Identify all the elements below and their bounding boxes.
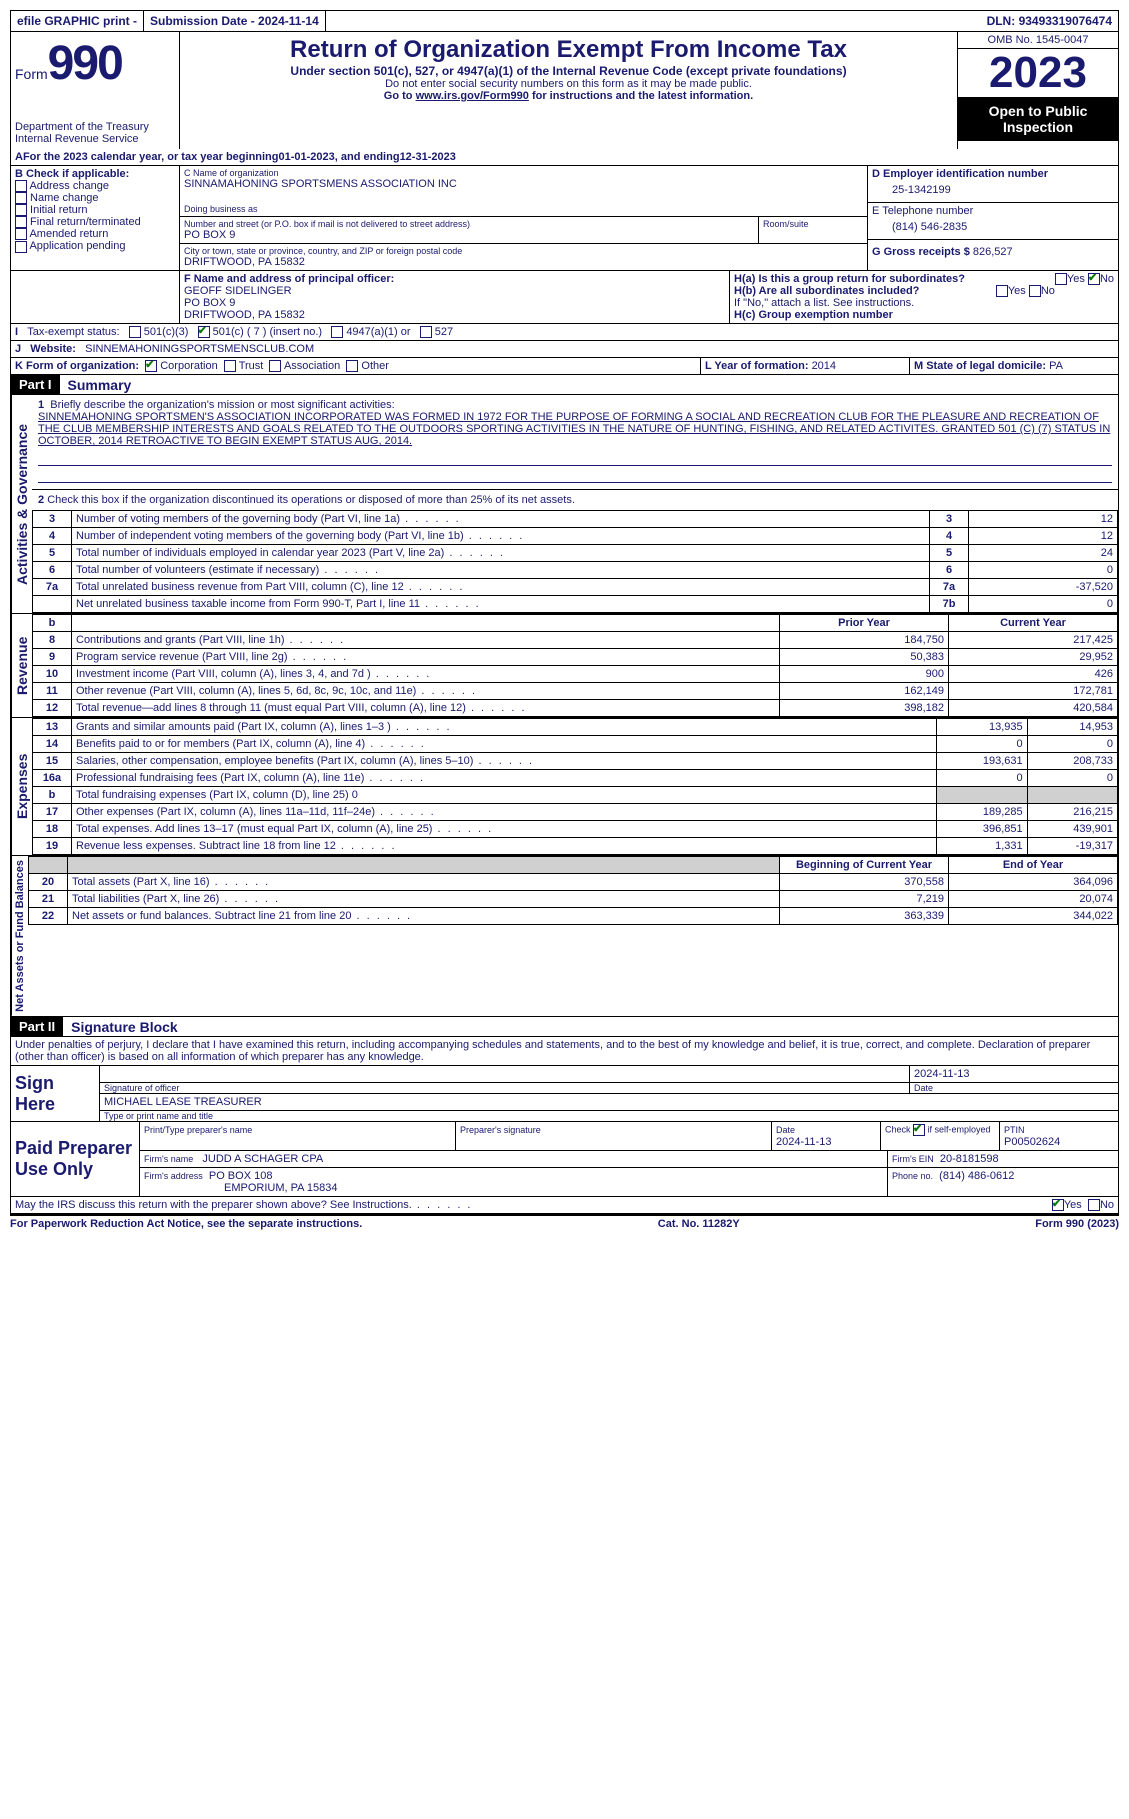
form-subtitle: Under section 501(c), 527, or 4947(a)(1)… [184,64,953,78]
telephone: (814) 546-2835 [872,217,1114,237]
b-checkbox[interactable] [15,180,27,192]
year-formation: 2014 [812,360,836,372]
k-corp-checkbox[interactable] [145,360,157,372]
hb-no-checkbox[interactable] [1029,285,1041,297]
expenses-table: 13Grants and similar amounts paid (Part … [32,718,1118,855]
section-fh: F Name and address of principal officer:… [10,271,1119,324]
firm-ein: 20-8181598 [940,1153,999,1165]
discuss-no-checkbox[interactable] [1088,1199,1100,1211]
ptin: P00502624 [1004,1136,1060,1148]
discuss-yes-checkbox[interactable] [1052,1199,1064,1211]
vlabel-expenses: Expenses [11,718,32,855]
header-left: Form990 Department of the Treasury Inter… [11,32,180,149]
box-c: C Name of organization SINNAMAHONING SPO… [180,166,868,270]
vlabel-activities: Activities & Governance [11,395,32,613]
org-address: PO BOX 9 [184,229,754,241]
instructions-link[interactable]: www.irs.gov/Form990 [416,90,529,102]
box-f: F Name and address of principal officer:… [180,271,730,323]
officer-name-title: MICHAEL LEASE TREASURER [100,1094,1118,1111]
section-klm: K Form of organization: Corporation Trus… [10,358,1119,375]
i-501c3-checkbox[interactable] [129,326,141,338]
cat-no: Cat. No. 11282Y [658,1218,740,1230]
line-a: A For the 2023 calendar year, or tax yea… [10,149,1119,166]
box-deg: D Employer identification number 25-1342… [868,166,1118,270]
b-checkbox[interactable] [15,204,27,216]
dln-value: 93493319076474 [1019,14,1112,28]
governance-table: 3Number of voting members of the governi… [32,510,1118,613]
sign-date: 2024-11-13 [909,1066,1118,1082]
form-number: 990 [48,37,122,90]
firm-phone: (814) 486-0612 [939,1170,1014,1182]
netassets-table: Beginning of Current YearEnd of Year20To… [28,856,1118,925]
box-b: B Check if applicable: Address change Na… [11,166,180,270]
firm-name: JUDD A SCHAGER CPA [202,1153,323,1165]
k-other-checkbox[interactable] [346,360,358,372]
website: SINNEMAHONINGSPORTSMENSCLUB.COM [85,343,314,355]
dln-cell: DLN: 93493319076474 [981,11,1118,31]
submission-cell: Submission Date - 2024-11-14 [144,11,326,31]
b-checkbox[interactable] [15,216,27,228]
section-i: I Tax-exempt status: 501(c)(3) 501(c) ( … [10,324,1119,341]
dept-label: Department of the Treasury Internal Reve… [15,121,175,145]
discuss-row: May the IRS discuss this return with the… [10,1197,1119,1214]
mission-text: SINNEMAHONING SPORTSMEN'S ASSOCIATION IN… [38,411,1110,447]
header-center: Return of Organization Exempt From Incom… [180,32,958,149]
gross-receipts: 826,527 [973,246,1013,258]
ein: 25-1342199 [872,180,1114,200]
omb-number: OMB No. 1545-0047 [958,32,1118,49]
revenue-table: bPrior YearCurrent Year8Contributions an… [32,614,1118,717]
ha-no-checkbox[interactable] [1088,273,1100,285]
part1-body: Activities & Governance 1 Briefly descri… [10,395,1119,614]
vlabel-netassets: Net Assets or Fund Balances [11,856,28,1016]
k-trust-checkbox[interactable] [224,360,236,372]
org-name: SINNAMAHONING SPORTSMENS ASSOCIATION INC [184,178,863,190]
paid-preparer-block: Paid Preparer Use Only Print/Type prepar… [10,1122,1119,1197]
perjury-declaration: Under penalties of perjury, I declare th… [10,1037,1119,1066]
form-footer: Form 990 (2023) [1035,1218,1119,1230]
tax-year-begin: 01-01-2023 [279,151,335,163]
expenses-section: Expenses 13Grants and similar amounts pa… [10,718,1119,856]
tax-year-end: 12-31-2023 [400,151,456,163]
self-employed-checkbox[interactable] [913,1124,925,1136]
i-527-checkbox[interactable] [420,326,432,338]
footer: For Paperwork Reduction Act Notice, see … [10,1214,1119,1232]
submission-date: 2024-11-14 [258,14,319,28]
box-h: H(a) Is this a group return for subordin… [730,271,1118,323]
officer-name: GEOFF SIDELINGER [184,285,725,297]
section-j: J Website: SINNEMAHONINGSPORTSMENSCLUB.C… [10,341,1119,358]
sign-here-block: Sign Here 2024-11-13 Signature of office… [10,1066,1119,1122]
firm-address: PO BOX 108 [209,1170,273,1182]
b-checkbox[interactable] [15,228,27,240]
b-checkbox[interactable] [15,192,27,204]
hb-yes-checkbox[interactable] [996,285,1008,297]
b-checkbox[interactable] [15,241,27,253]
efile-label: efile GRAPHIC print - [11,11,144,31]
vlabel-revenue: Revenue [11,614,32,717]
org-city: DRIFTWOOD, PA 15832 [184,256,863,268]
ha-yes-checkbox[interactable] [1055,273,1067,285]
open-inspection: Open to Public Inspection [958,97,1118,141]
revenue-section: Revenue bPrior YearCurrent Year8Contribu… [10,614,1119,718]
tax-year: 2023 [958,49,1118,97]
netassets-section: Net Assets or Fund Balances Beginning of… [10,856,1119,1017]
preparer-date: 2024-11-13 [776,1136,831,1148]
k-assoc-checkbox[interactable] [269,360,281,372]
part1-header: Part I Summary [10,375,1119,395]
form-title: Return of Organization Exempt From Incom… [184,36,953,64]
section-bcdeg: B Check if applicable: Address change Na… [10,166,1119,271]
part2-header: Part II Signature Block [10,1017,1119,1037]
state-domicile: PA [1049,360,1063,372]
top-bar: efile GRAPHIC print - Submission Date - … [10,10,1119,32]
i-501c-checkbox[interactable] [198,326,210,338]
i-4947-checkbox[interactable] [331,326,343,338]
header-right: OMB No. 1545-0047 2023 Open to Public In… [958,32,1118,149]
